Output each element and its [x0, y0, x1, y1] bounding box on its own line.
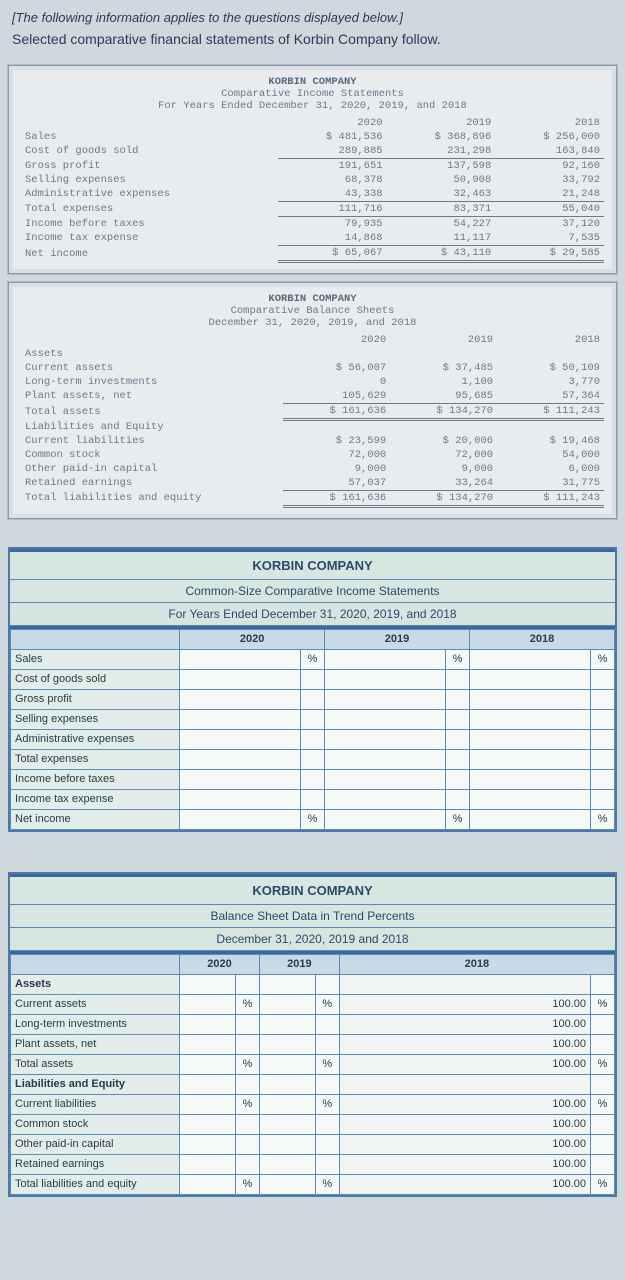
table-row: Net income$ 65,067$ 43,110$ 29,585 [21, 246, 604, 262]
income-statement-table: 2020 2019 2018 Sales$ 481,536$ 368,896$ … [21, 116, 604, 263]
section-header: Assets [11, 974, 615, 994]
ws2-head-2019: 2019 [259, 954, 339, 974]
ws2-period: December 31, 2020, 2019 and 2018 [10, 928, 615, 951]
bs-title: Comparative Balance Sheets [21, 305, 604, 317]
col-2019: 2019 [387, 116, 496, 130]
table-row: Cost of goods sold [11, 669, 615, 689]
ws1-company: KORBIN COMPANY [10, 552, 615, 580]
section-header: Liabilities and Equity [11, 1074, 615, 1094]
table-row: Common stock72,00072,00054,000 [21, 448, 604, 462]
ws2-company: KORBIN COMPANY [10, 877, 615, 905]
table-row: Plant assets, net100.00 [11, 1034, 615, 1054]
table-row: Income tax expense14,86811,1177,535 [21, 231, 604, 246]
trend-percent-table: 2020 2019 2018 AssetsCurrent assets%%100… [10, 954, 615, 1195]
table-row: Selling expenses [11, 709, 615, 729]
table-row: Sales%%% [11, 649, 615, 669]
table-row: Income tax expense [11, 789, 615, 809]
bs-col-2018: 2018 [497, 333, 604, 347]
ws2-head-2018: 2018 [339, 954, 614, 974]
table-row: Gross profit191,651137,59892,160 [21, 159, 604, 174]
balance-sheet-panel: KORBIN COMPANY Comparative Balance Sheet… [8, 282, 617, 519]
table-row: Total liabilities and equity%%100.00% [11, 1174, 615, 1194]
intro-text: Selected comparative financial statement… [0, 31, 625, 57]
balance-sheet-table: 2020 2019 2018 AssetsCurrent assets$ 56,… [21, 333, 604, 508]
bs-col-2019: 2019 [390, 333, 497, 347]
table-row: Sales$ 481,536$ 368,896$ 256,000 [21, 130, 604, 144]
table-row: Other paid-in capital100.00 [11, 1134, 615, 1154]
table-row: Administrative expenses43,33832,46321,24… [21, 187, 604, 202]
table-row: Selling expenses68,37850,90833,792 [21, 173, 604, 187]
income-statement-panel: KORBIN COMPANY Comparative Income Statem… [8, 65, 617, 274]
trend-percent-worksheet: KORBIN COMPANY Balance Sheet Data in Tre… [8, 872, 617, 1197]
company-name: KORBIN COMPANY [21, 76, 604, 88]
table-row: Retained earnings100.00 [11, 1154, 615, 1174]
table-row: Total assets$ 161,636$ 134,270$ 111,243 [21, 404, 604, 420]
common-size-worksheet: KORBIN COMPANY Common-Size Comparative I… [8, 547, 617, 832]
table-row: Total expenses [11, 749, 615, 769]
table-row: Administrative expenses [11, 729, 615, 749]
ws1-head-2020: 2020 [180, 629, 325, 649]
table-row: Total assets%%100.00% [11, 1054, 615, 1074]
ws2-title: Balance Sheet Data in Trend Percents [10, 905, 615, 928]
context-note: [The following information applies to th… [0, 0, 625, 31]
section-header: Liabilities and Equity [21, 420, 604, 434]
ws2-head-2020: 2020 [180, 954, 260, 974]
table-row: Total expenses111,71683,37155,040 [21, 202, 604, 217]
stmt-title: Comparative Income Statements [21, 88, 604, 100]
col-2018: 2018 [495, 116, 604, 130]
ws1-head-2018: 2018 [470, 629, 615, 649]
stmt-period: For Years Ended December 31, 2020, 2019,… [21, 100, 604, 112]
table-row: Current liabilities%%100.00% [11, 1094, 615, 1114]
table-row: Common stock100.00 [11, 1114, 615, 1134]
ws1-title: Common-Size Comparative Income Statement… [10, 580, 615, 603]
table-row: Current liabilities$ 23,599$ 20,006$ 19,… [21, 434, 604, 448]
ws1-period: For Years Ended December 31, 2020, 2019,… [10, 603, 615, 626]
col-2020: 2020 [278, 116, 387, 130]
table-row: Plant assets, net105,62995,68557,364 [21, 389, 604, 404]
table-row: Long-term investments100.00 [11, 1014, 615, 1034]
table-row: Net income%%% [11, 809, 615, 829]
common-size-table: 2020 2019 2018 Sales%%%Cost of goods sol… [10, 629, 615, 830]
table-row: Income before taxes [11, 769, 615, 789]
ws1-head-2019: 2019 [325, 629, 470, 649]
table-row: Current assets%%100.00% [11, 994, 615, 1014]
table-row: Other paid-in capital9,0009,0006,000 [21, 462, 604, 476]
table-row: Retained earnings57,03733,26431,775 [21, 476, 604, 491]
table-row: Long-term investments01,1003,770 [21, 375, 604, 389]
table-row: Current assets$ 56,007$ 37,485$ 50,109 [21, 361, 604, 375]
table-row: Cost of goods sold289,885231,298163,840 [21, 144, 604, 159]
table-row: Gross profit [11, 689, 615, 709]
table-row: Income before taxes79,93554,22737,120 [21, 217, 604, 232]
bs-period: December 31, 2020, 2019, and 2018 [21, 317, 604, 329]
bs-col-2020: 2020 [283, 333, 390, 347]
section-header: Assets [21, 347, 604, 361]
table-row: Total liabilities and equity$ 161,636$ 1… [21, 490, 604, 506]
company-name: KORBIN COMPANY [21, 293, 604, 305]
